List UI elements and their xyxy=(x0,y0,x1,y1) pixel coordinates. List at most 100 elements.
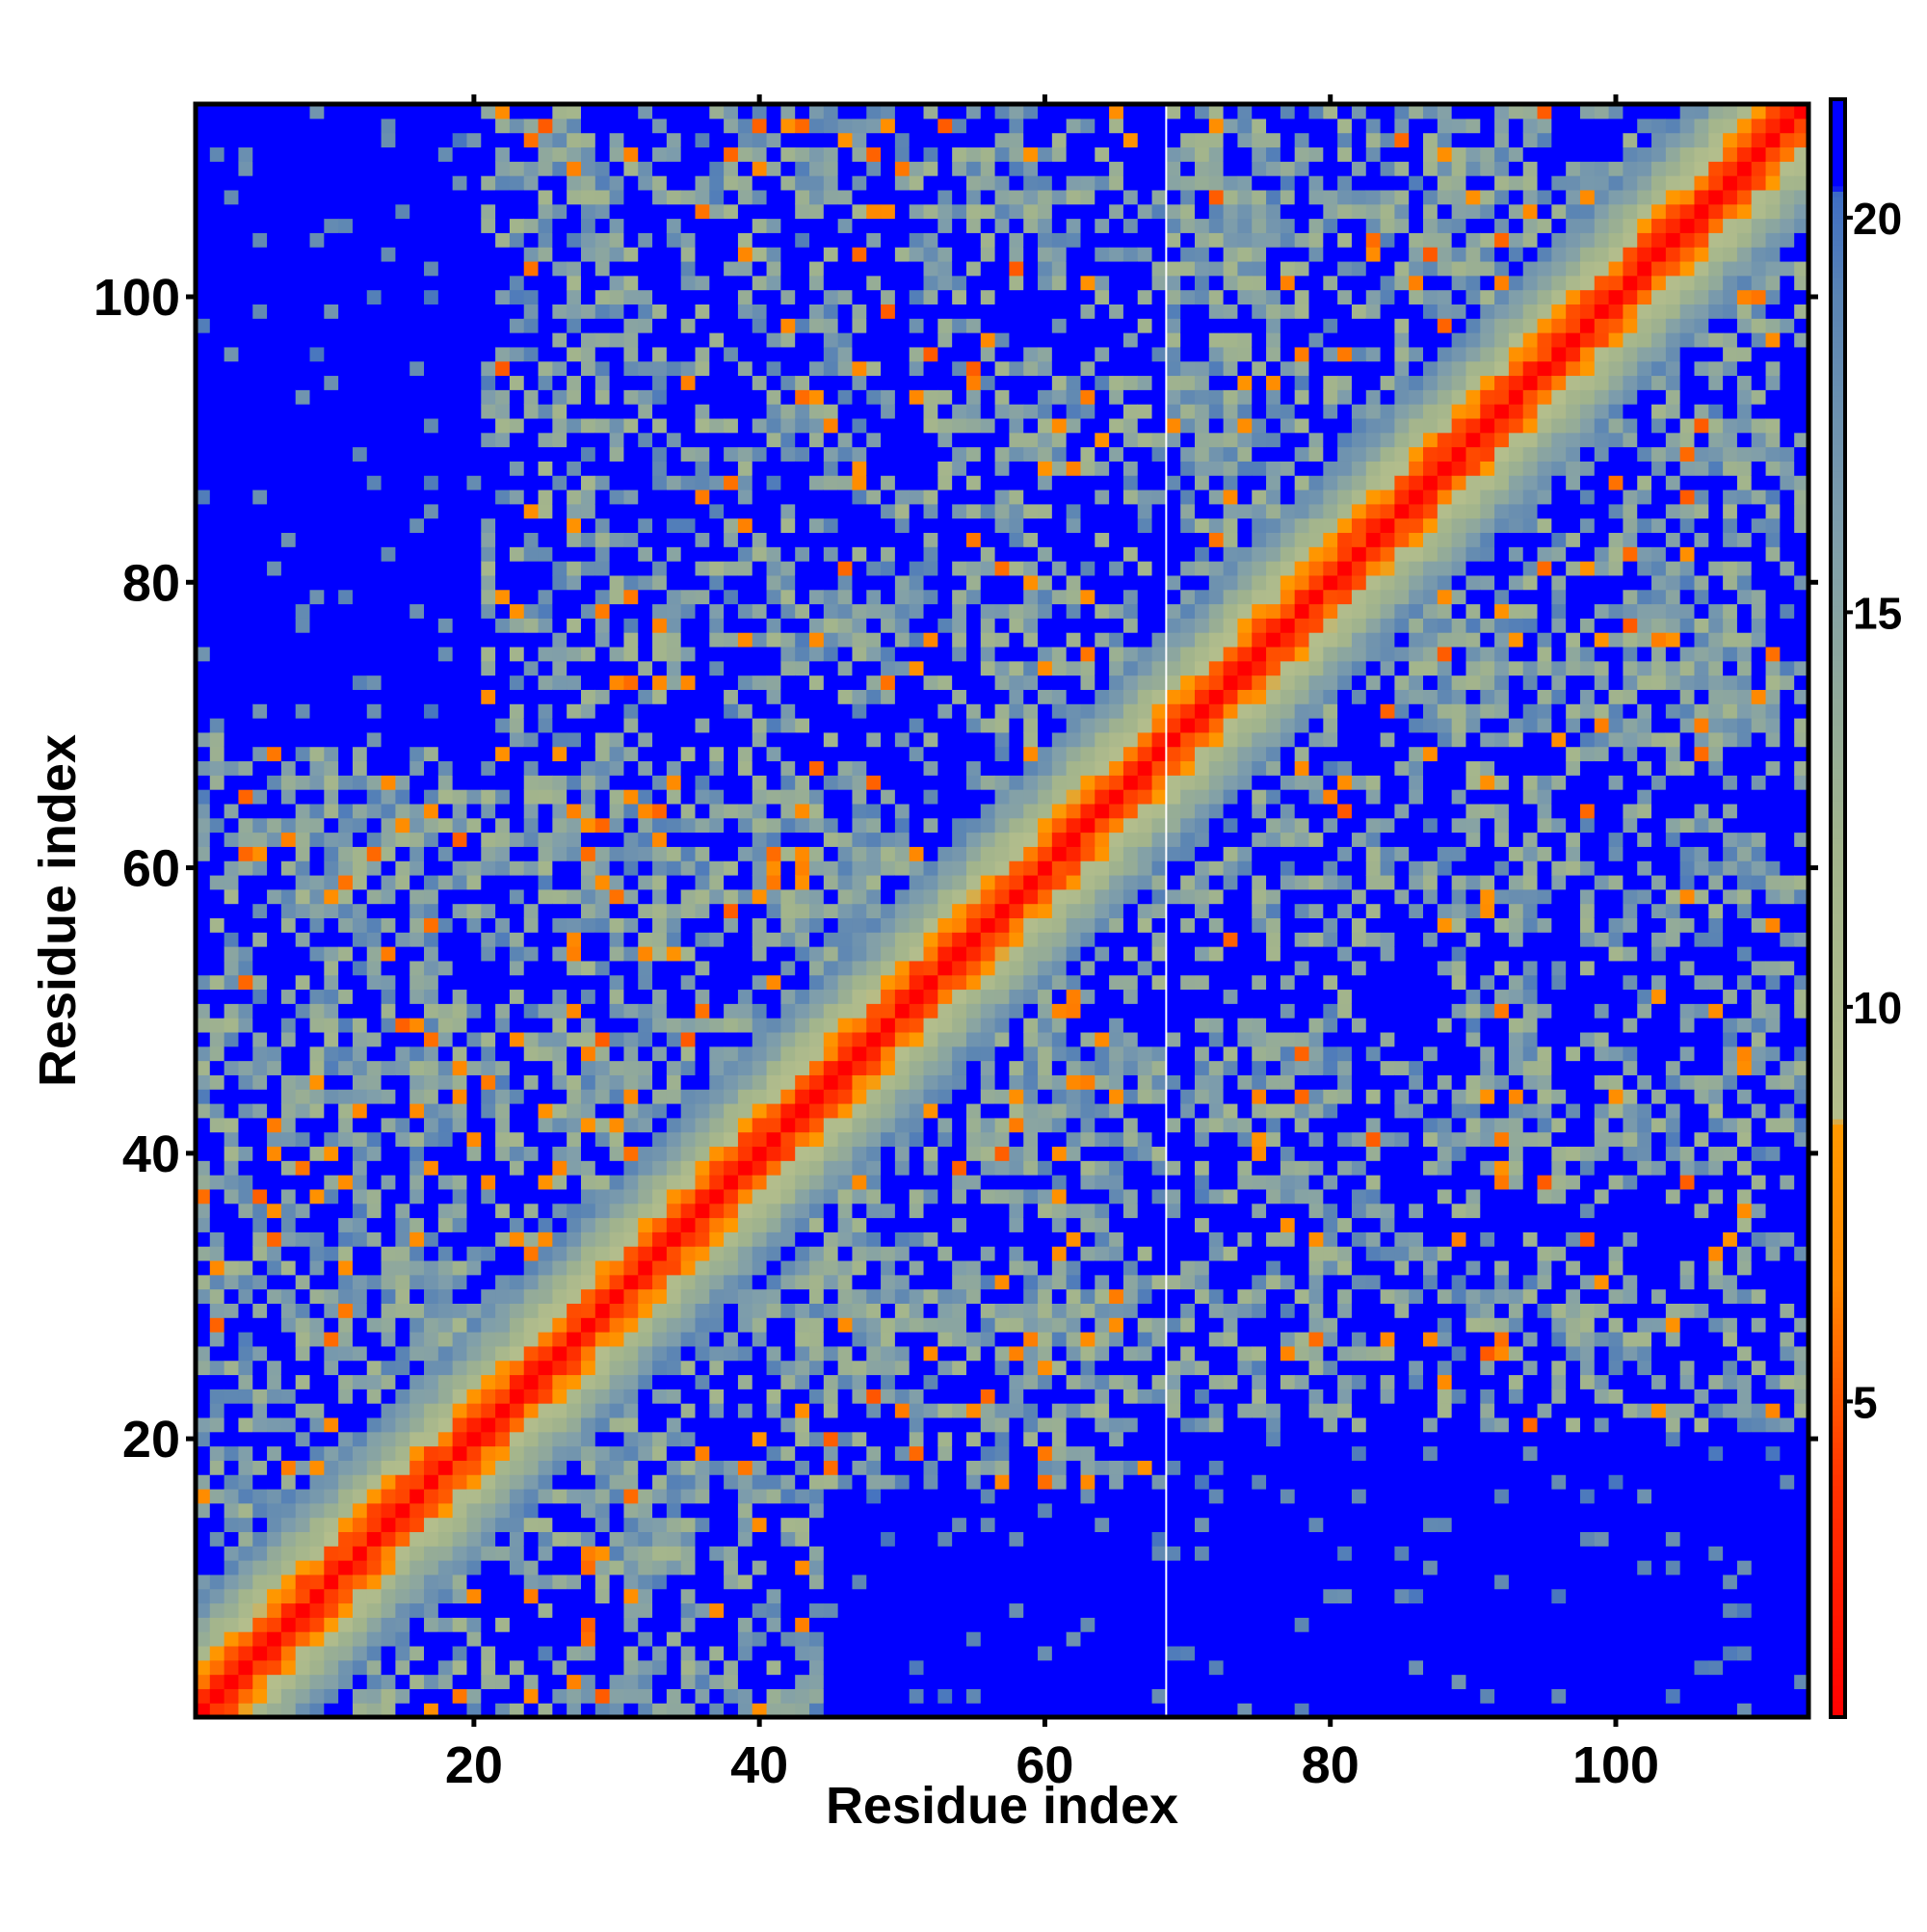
heatmap-cell xyxy=(652,132,668,148)
heatmap-cell xyxy=(409,489,425,505)
heatmap-cell xyxy=(295,1074,311,1090)
heatmap-cell xyxy=(481,118,496,134)
heatmap-cell xyxy=(309,1574,325,1590)
heatmap-cell xyxy=(737,832,753,847)
heatmap-cell xyxy=(609,175,625,191)
heatmap-cell xyxy=(338,1146,354,1161)
heatmap-cell xyxy=(666,146,682,162)
heatmap-cell xyxy=(352,1517,368,1533)
heatmap-cell xyxy=(196,589,211,605)
heatmap-cell xyxy=(295,1517,311,1533)
heatmap-cell xyxy=(424,1488,439,1504)
heatmap-cell xyxy=(724,389,739,405)
heatmap-cell xyxy=(666,960,682,976)
heatmap-cell xyxy=(580,304,596,319)
heatmap-cell xyxy=(709,1102,725,1119)
heatmap-cell xyxy=(209,175,225,191)
heatmap-cell xyxy=(481,1389,496,1404)
heatmap-cell xyxy=(366,974,383,991)
heatmap-cell xyxy=(224,1175,240,1190)
heatmap-cell xyxy=(495,1403,511,1418)
heatmap-cell xyxy=(695,203,710,220)
heatmap-cell xyxy=(224,1460,240,1475)
heatmap-cell xyxy=(666,1175,682,1190)
heatmap-cell xyxy=(552,1288,568,1304)
heatmap-cell xyxy=(324,1631,339,1647)
heatmap-cell xyxy=(766,1259,781,1276)
heatmap-cell xyxy=(523,275,540,291)
heatmap-cell xyxy=(267,1617,282,1632)
heatmap-cell xyxy=(709,332,725,348)
heatmap-cell xyxy=(509,1374,525,1389)
heatmap-cell xyxy=(538,632,553,648)
heatmap-cell xyxy=(552,517,568,534)
heatmap-cell xyxy=(395,903,410,918)
heatmap-cell xyxy=(680,132,697,148)
heatmap-cell xyxy=(724,1160,739,1176)
heatmap-cell xyxy=(466,1645,482,1661)
heatmap-cell xyxy=(538,1175,553,1190)
heatmap-cell xyxy=(196,232,211,248)
heatmap-cell xyxy=(466,1175,482,1190)
heatmap-cell xyxy=(609,1403,625,1418)
heatmap-cell xyxy=(252,1416,268,1433)
heatmap-cell xyxy=(780,1688,796,1704)
heatmap-cell xyxy=(594,404,611,419)
heatmap-cell xyxy=(196,1246,211,1261)
heatmap-cell xyxy=(623,1645,639,1661)
heatmap-cell xyxy=(295,1060,311,1075)
heatmap-cell xyxy=(466,461,482,476)
heatmap-cell xyxy=(381,789,396,805)
heatmap-cell xyxy=(680,146,697,162)
heatmap-cell xyxy=(466,1460,482,1475)
heatmap-cell xyxy=(481,660,496,676)
heatmap-cell xyxy=(481,1188,496,1204)
heatmap-cell xyxy=(209,318,225,333)
heatmap-cell xyxy=(752,1659,768,1676)
heatmap-cell xyxy=(567,1117,582,1133)
heatmap-cell xyxy=(795,1003,810,1019)
heatmap-cell xyxy=(523,1445,540,1461)
heatmap-cell xyxy=(780,1018,796,1033)
heatmap-cell xyxy=(196,260,211,277)
heatmap-cell xyxy=(594,1502,611,1519)
heatmap-cell xyxy=(766,632,781,648)
heatmap-cell xyxy=(695,318,710,333)
heatmap-cell xyxy=(638,1574,653,1590)
heatmap-cell xyxy=(280,1018,297,1033)
heatmap-cell xyxy=(552,1602,568,1618)
heatmap-cell xyxy=(709,860,725,876)
heatmap-cell xyxy=(409,1488,425,1504)
heatmap-cell xyxy=(766,1546,781,1561)
heatmap-cell xyxy=(381,1045,396,1062)
heatmap-cell xyxy=(324,275,339,291)
heatmap-cell xyxy=(737,1531,753,1547)
heatmap-cell xyxy=(709,1117,725,1133)
heatmap-cell xyxy=(538,1488,553,1504)
heatmap-cell xyxy=(381,803,396,819)
heatmap-cell xyxy=(352,1645,368,1661)
heatmap-cell xyxy=(538,1460,553,1475)
heatmap-cell xyxy=(252,432,268,448)
heatmap-cell xyxy=(567,1602,582,1618)
heatmap-cell xyxy=(481,546,496,562)
heatmap-cell xyxy=(752,1531,768,1547)
heatmap-cell xyxy=(196,1588,211,1604)
heatmap-cell xyxy=(495,1003,511,1019)
heatmap-cell xyxy=(538,1203,553,1219)
heatmap-cell xyxy=(224,989,240,1004)
heatmap-cell xyxy=(395,1460,410,1475)
heatmap-cell xyxy=(381,1003,396,1019)
heatmap-cell xyxy=(766,932,781,947)
heatmap-cell xyxy=(580,1460,596,1475)
heatmap-cell xyxy=(523,1175,540,1190)
heatmap-cell xyxy=(594,1517,611,1533)
heatmap-cell xyxy=(552,1060,568,1075)
heatmap-cell xyxy=(594,1360,611,1376)
heatmap-cell xyxy=(224,1645,240,1661)
heatmap-cell xyxy=(395,175,410,191)
heatmap-cell xyxy=(338,561,354,576)
heatmap-cell xyxy=(352,475,368,490)
heatmap-cell xyxy=(594,304,611,319)
heatmap-cell xyxy=(594,118,611,134)
